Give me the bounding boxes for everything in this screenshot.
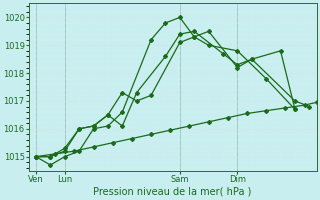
X-axis label: Pression niveau de la mer( hPa ): Pression niveau de la mer( hPa ): [93, 187, 252, 197]
